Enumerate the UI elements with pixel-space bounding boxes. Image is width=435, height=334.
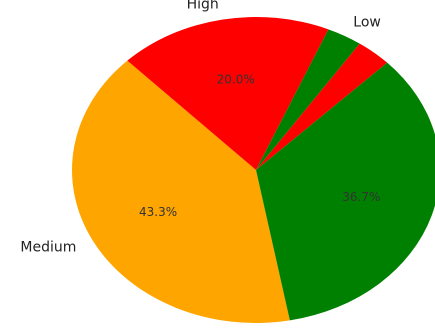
pie-slice-high-1 <box>127 16 329 170</box>
category-labels: MediumHighLowLow <box>20 0 381 256</box>
pie-slice-low-4 <box>256 62 435 321</box>
percentage-labels: 43.3% 20.0% 36.7% <box>139 72 380 219</box>
category-label-high-1: High <box>187 0 219 13</box>
category-label-low-2: Low <box>353 14 381 30</box>
pie-slice-low-2 <box>256 29 360 171</box>
category-label-medium-0: Medium <box>20 240 76 256</box>
percentage-label-0: 43.3% <box>139 205 177 219</box>
pie-slices <box>71 16 435 324</box>
percentage-label-1: 20.0% <box>217 72 255 86</box>
pie-slice-unlabeled-3 <box>256 43 388 170</box>
percentage-label-4: 36.7% <box>342 190 380 204</box>
pie-slice-medium-0 <box>71 60 290 324</box>
